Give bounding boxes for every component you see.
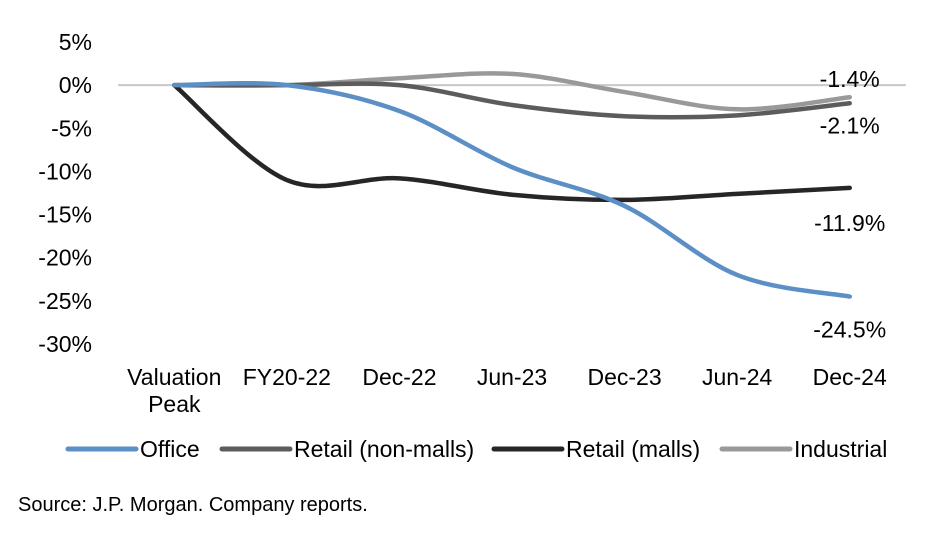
legend-label: Retail (malls) [566,436,700,462]
end-label: -11.9% [814,210,885,236]
end-labels: -24.5% -2.1% -11.9% -1.4% [813,66,886,342]
x-tick-label: Dec-24 [813,364,887,390]
x-tick-label: Jun-23 [477,364,547,390]
x-tick-label: Valuation Peak [127,364,221,417]
x-tick-label: Dec-23 [587,364,661,390]
legend-label: Office [140,436,200,462]
end-label: -1.4% [820,66,880,92]
x-tick-label: FY20-22 [243,364,331,390]
x-tick-label: Dec-22 [362,364,436,390]
series-lines [172,71,852,299]
series-line-office [172,80,852,299]
source-note: Source: J.P. Morgan. Company reports. [18,494,368,516]
y-tick-label: -15% [38,202,92,228]
x-tick-label: Jun-24 [702,364,773,390]
legend-label: Industrial [794,436,887,462]
legend: Office Retail (non-malls) Retail (malls) In… [65,436,887,462]
end-label: -2.1% [820,112,880,138]
y-tick-label: -10% [38,158,92,184]
y-axis-ticks: 5% 0% -5% -10% -15% -20% -25% -30% [38,29,92,357]
x-axis-ticks: Valuation Peak FY20-22 Dec-22 Jun-23 Dec-23 Ju… [127,364,887,417]
series-line-retail-malls [172,82,852,203]
y-tick-label: -25% [38,288,92,314]
y-tick-label: 5% [59,29,92,55]
y-tick-label: -5% [51,115,92,141]
legend-label: Retail (non-malls) [294,436,474,462]
y-tick-label: -30% [38,331,92,357]
y-tick-label: 0% [59,72,92,98]
y-tick-label: -20% [38,245,92,271]
end-label: -24.5% [813,317,886,343]
series-line-retail-non-malls [172,81,852,120]
